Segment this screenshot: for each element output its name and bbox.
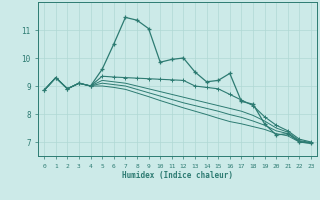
X-axis label: Humidex (Indice chaleur): Humidex (Indice chaleur) xyxy=(122,171,233,180)
